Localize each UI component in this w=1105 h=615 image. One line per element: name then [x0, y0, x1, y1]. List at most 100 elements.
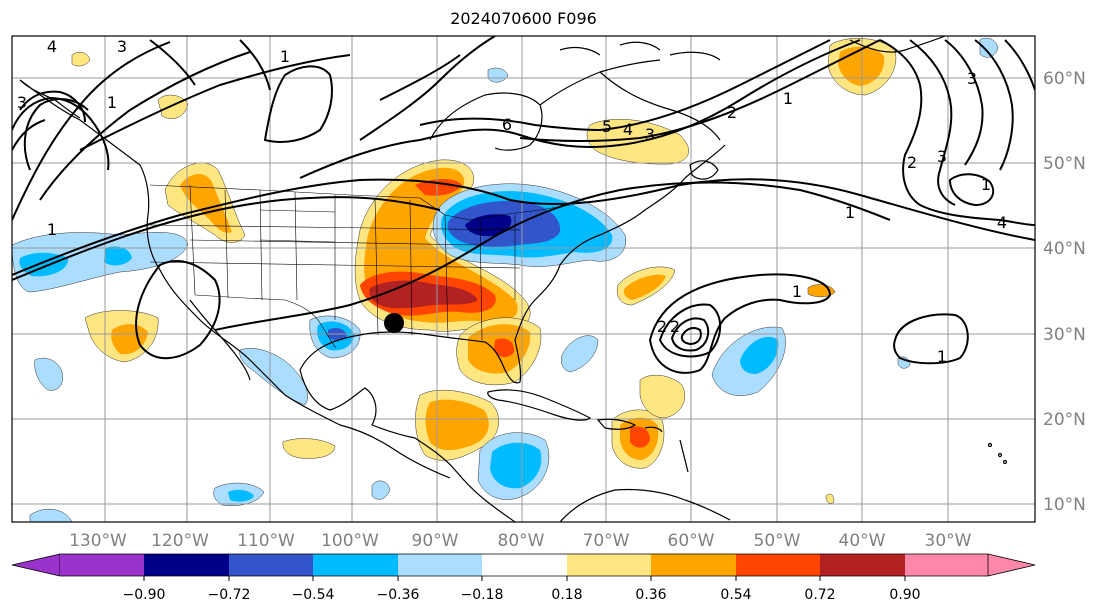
cold-anomaly-core-northeast: [465, 214, 512, 237]
coastlines: [19, 36, 1008, 522]
lat-label: 10°N: [1043, 495, 1086, 515]
graticule: [12, 36, 1035, 522]
contour-label: 1: [981, 175, 991, 194]
contour-label: 4: [47, 37, 57, 56]
cold-anomaly-west-coast: [12, 232, 189, 293]
contour-label: 4: [997, 213, 1007, 232]
colorbar-bin: [482, 554, 567, 576]
colorbar-over-triangle: [987, 553, 1036, 577]
lat-label: 60°N: [1043, 69, 1086, 89]
warm-anomaly-atlantic-1: [639, 374, 686, 419]
contour-label: 6: [502, 115, 512, 134]
contour-label: 2: [670, 317, 680, 336]
cold-anomaly-carib-east-mid: [490, 442, 542, 489]
lat-label: 30°N: [1043, 325, 1086, 345]
lon-label: 120°W: [151, 531, 209, 551]
colorbar-bin: [398, 554, 482, 576]
colorbar-tick-label: 0.54: [720, 587, 751, 603]
contour-label: 3: [117, 37, 127, 56]
lat-label: 50°N: [1043, 154, 1086, 174]
contour-label: 2: [657, 317, 667, 336]
colorbar-bin: [567, 554, 651, 576]
contour-label: 1: [792, 282, 802, 301]
cold-anomaly-hudson: [487, 67, 509, 83]
lat-label: 40°N: [1043, 239, 1086, 259]
lon-label: 70°W: [583, 531, 630, 551]
state-borders: [149, 184, 571, 349]
contour-label: 1: [937, 347, 947, 366]
warm-anomaly-caribbean-orange: [425, 399, 489, 451]
lon-label: 50°W: [754, 531, 801, 551]
warm-anomaly-baja-orange: [111, 324, 148, 355]
warm-anomaly-atlantic-2-orange: [623, 274, 666, 300]
lon-label: 30°W: [925, 531, 972, 551]
latitude-labels: 60°N 50°N 40°N 30°N 20°N 10°N: [1043, 69, 1086, 515]
storm-center-dot: [384, 313, 404, 333]
warm-anomaly-pacific-nw: [71, 52, 91, 67]
warm-anomaly-rockies-orange: [180, 174, 232, 233]
lat-label: 20°N: [1043, 410, 1086, 430]
warm-anomaly-yucatan: [282, 438, 336, 459]
colorbar-bin: [905, 554, 988, 576]
contour-label: 3: [17, 93, 27, 112]
contour-label: 1: [280, 47, 290, 66]
lon-label: 90°W: [412, 531, 459, 551]
contour-label: 1: [47, 220, 57, 239]
warm-anomaly-tropical-small: [825, 493, 835, 504]
colorbar-tick-labels: −0.90 −0.72 −0.54 −0.36 −0.18 0.18 0.36 …: [123, 587, 921, 603]
colorbar-bin: [60, 554, 144, 576]
colorbar-bin: [229, 554, 313, 576]
colorbar-tick-label: −0.90: [123, 587, 166, 603]
colorbar: −0.90 −0.72 −0.54 −0.36 −0.18 0.18 0.36 …: [11, 553, 1036, 603]
warm-anomaly-antilles-red: [630, 426, 650, 448]
contour-label: 1: [845, 203, 855, 222]
contour-label: 4: [623, 120, 633, 139]
colorbar-tick-label: 0.90: [889, 587, 920, 603]
cold-anomaly-greenland: [979, 37, 999, 58]
height-contours: [12, 36, 1035, 374]
contour-label: 2: [907, 153, 917, 172]
colorbar-bin: [651, 554, 736, 576]
contour-label: 3: [645, 125, 655, 144]
cold-anomaly-pacific-sw-mid: [228, 489, 254, 502]
colorbar-tick-label: 0.72: [804, 587, 835, 603]
map-content: 4 3 1 1 3 1 6 5 4 3 2 1 2 3 4 2 1 1 1 2: [12, 36, 1035, 522]
colorbar-bin: [736, 554, 820, 576]
colorbar-tick-label: −0.54: [292, 587, 335, 603]
cold-anomaly-atl-small: [561, 335, 599, 373]
map-frame: [11, 35, 1036, 523]
contour-label: 1: [107, 93, 117, 112]
lon-label: 110°W: [237, 531, 295, 551]
colorbar-tick-label: 0.36: [635, 587, 666, 603]
cold-anomaly-atl-east-mid: [740, 336, 779, 374]
shaded-anomaly-fields: [12, 37, 999, 522]
warm-anomaly-north-atlantic-orange: [838, 46, 885, 86]
contour-label: 1: [783, 89, 793, 108]
colorbar-bin: [144, 554, 229, 576]
longitude-labels: 130°W 120°W 110°W 100°W 90°W 80°W 70°W 6…: [69, 531, 972, 551]
contour-label: 5: [602, 117, 612, 136]
cold-anomaly-mexico: [239, 348, 308, 406]
darkred-anomaly-great-lakes: [415, 178, 462, 196]
cold-anomaly-pacific-far: [29, 508, 73, 522]
lon-label: 130°W: [69, 531, 127, 551]
contour-label: 3: [937, 147, 947, 166]
colorbar-tick-label: −0.18: [461, 587, 504, 603]
cold-anomaly-mex-pac: [34, 357, 63, 391]
lon-label: 80°W: [498, 531, 545, 551]
colorbar-tick-label: 0.18: [551, 587, 582, 603]
contour-label: 2: [727, 103, 737, 122]
colorbar-tick-label: −0.72: [208, 587, 251, 603]
colorbar-tick-label: −0.36: [377, 587, 420, 603]
colorbar-bin: [820, 554, 905, 576]
cold-anomaly-pac-small: [371, 480, 391, 500]
lon-label: 100°W: [321, 531, 379, 551]
cold-anomaly-west-coast-mid2: [104, 246, 132, 266]
cold-anomaly-west-coast-mid: [19, 252, 69, 277]
warm-anomaly-florida-red: [494, 338, 515, 358]
map-title: 2024070600 F096: [450, 9, 597, 28]
lon-label: 60°W: [668, 531, 715, 551]
colorbar-ticks: [143, 576, 906, 581]
